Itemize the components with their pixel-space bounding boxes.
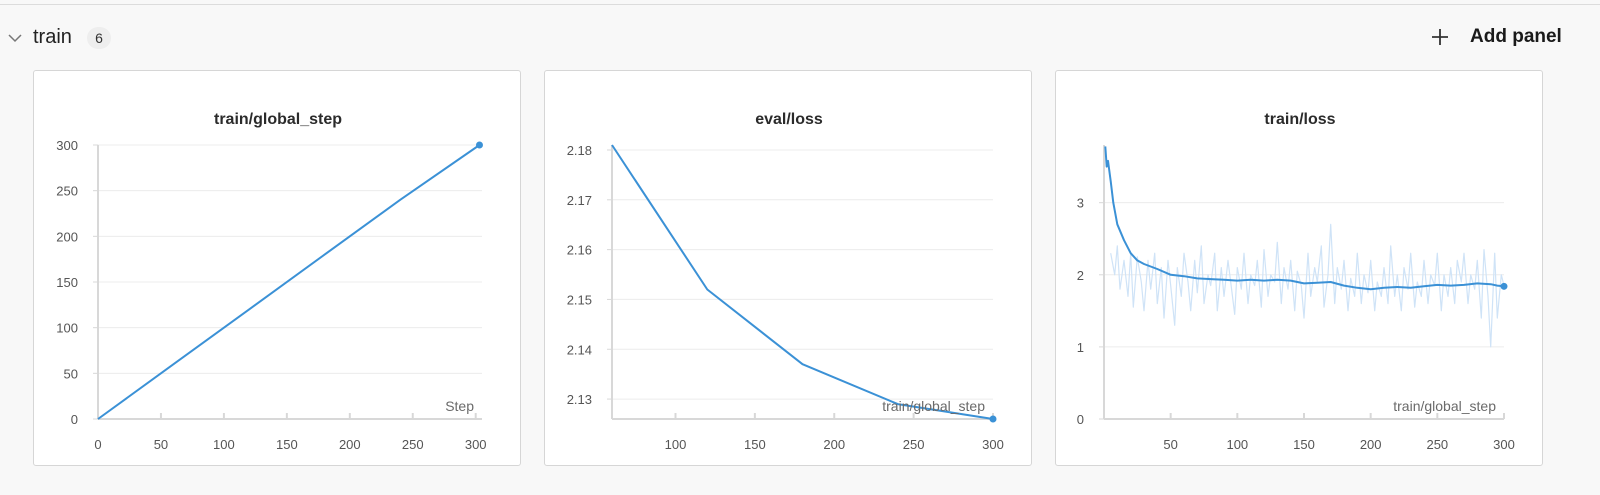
x-tick-label: 200 <box>1360 437 1382 452</box>
x-tick-label: 100 <box>213 437 235 452</box>
y-tick-label: 50 <box>64 366 78 381</box>
y-tick-label: 2.18 <box>567 143 592 158</box>
x-axis-label: Step <box>445 398 474 414</box>
y-tick-label: 2.13 <box>567 392 592 407</box>
chart-title: train/global_step <box>214 111 342 128</box>
x-axis-label: train/global_step <box>1393 398 1496 414</box>
x-tick-label: 300 <box>1493 437 1515 452</box>
series-end-point <box>475 141 483 149</box>
x-tick-label: 50 <box>154 437 168 452</box>
x-tick-label: 200 <box>823 437 845 452</box>
panel-count-badge: 6 <box>87 27 111 49</box>
chart-train-loss: train/loss 0 1 2 3 50 100 150 200 250 300 train/glo… <box>1077 111 1515 452</box>
top-divider <box>0 4 1600 5</box>
x-tick-label: 150 <box>744 437 766 452</box>
series-end-point <box>989 415 997 423</box>
x-tick-label: 150 <box>1293 437 1315 452</box>
x-tick-label: 50 <box>1163 437 1177 452</box>
y-tick-label: 2.14 <box>567 342 592 357</box>
y-tick-label: 250 <box>56 184 78 199</box>
x-tick-label: 150 <box>276 437 298 452</box>
x-tick-label: 100 <box>1226 437 1248 452</box>
x-tick-label: 250 <box>903 437 925 452</box>
series-line <box>97 144 481 420</box>
y-tick-label: 2.15 <box>567 292 592 307</box>
x-tick-label: 250 <box>1426 437 1448 452</box>
series-line <box>1104 146 1505 291</box>
y-tick-label: 2 <box>1077 268 1084 283</box>
chart-global-step: train/global_step 0 50 100 150 200 250 300 0 50 10… <box>56 111 487 452</box>
y-tick-label: 2.17 <box>567 193 592 208</box>
y-tick-label: 150 <box>56 275 78 290</box>
series-raw-line <box>1110 223 1505 348</box>
section-header: train 6 Add panel <box>0 18 1600 58</box>
x-tick-label: 0 <box>94 437 101 452</box>
plus-icon <box>1430 27 1450 47</box>
x-tick-label: 250 <box>402 437 424 452</box>
chart-title: eval/loss <box>755 111 823 128</box>
add-panel-label: Add panel <box>1470 26 1562 47</box>
x-axis-label: train/global_step <box>882 398 985 414</box>
chart-title: train/loss <box>1264 111 1335 128</box>
y-tick-label: 300 <box>56 138 78 153</box>
chart-panel-global-step[interactable]: train/global_step 0 50 100 150 200 250 300 0 50 10… <box>33 70 521 466</box>
y-tick-label: 2.16 <box>567 243 592 258</box>
chevron-down-icon[interactable] <box>7 31 23 45</box>
chart-eval-loss: eval/loss 2.13 2.14 2.15 2.16 2.17 2.18 100 150 2… <box>567 111 1004 452</box>
y-tick-label: 0 <box>71 412 78 427</box>
series-end-point <box>1500 282 1508 290</box>
section-title[interactable]: train <box>33 26 72 48</box>
chart-panel-train-loss[interactable]: train/loss 0 1 2 3 50 100 150 200 250 300 train/glo… <box>1055 70 1543 466</box>
series-line <box>611 144 994 420</box>
chart-panel-eval-loss[interactable]: eval/loss 2.13 2.14 2.15 2.16 2.17 2.18 100 150 2… <box>544 70 1032 466</box>
x-tick-label: 300 <box>465 437 487 452</box>
y-tick-label: 200 <box>56 229 78 244</box>
x-tick-label: 200 <box>339 437 361 452</box>
x-tick-label: 100 <box>665 437 687 452</box>
y-tick-label: 1 <box>1077 340 1084 355</box>
y-tick-label: 0 <box>1077 412 1084 427</box>
y-tick-label: 100 <box>56 321 78 336</box>
y-tick-label: 3 <box>1077 196 1084 211</box>
x-tick-label: 300 <box>982 437 1004 452</box>
